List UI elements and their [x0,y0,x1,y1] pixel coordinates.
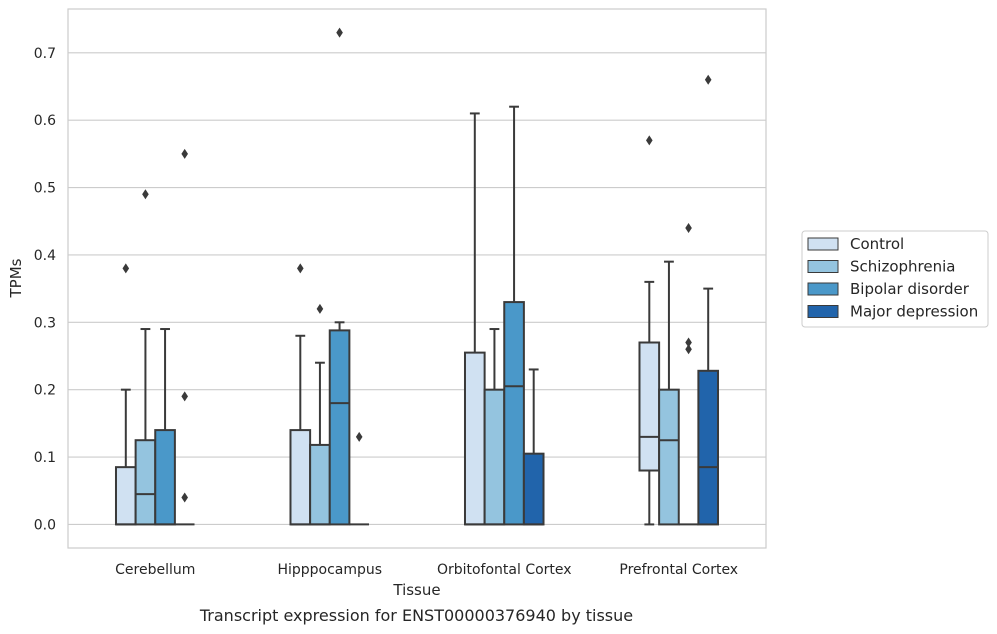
legend-swatch [807,237,839,251]
x-tick-label: Cerebellum [115,562,195,578]
y-tick-label: 0.2 [34,383,56,399]
outlier-point [336,27,343,38]
outlier-point [646,135,653,146]
box-body [328,329,351,526]
outlier-point [685,344,692,355]
box-body [463,351,486,526]
outlier-point [316,303,324,314]
x-tick-label: Orbitofontal Cortex [437,562,572,578]
box-body [309,443,331,526]
outlier-point [142,189,149,200]
legend-swatch [807,282,839,296]
box-body [289,429,312,526]
box-bipolar-disorder [328,27,351,526]
y-tick-label: 0.5 [34,181,56,197]
outlier-point [704,74,712,85]
outlier-point [181,492,188,503]
legend: Control Schizophrenia Bipolar disorder Majo… [801,230,989,328]
y-axis-ticks: 0.0 0.1 0.2 0.3 0.4 0.5 0.6 0.7 [34,46,56,534]
box-major-depression [522,368,545,526]
outlier-point [355,431,363,442]
legend-label: Schizophrenia [850,258,955,276]
box-control [289,263,312,526]
box-major-depression [697,74,720,526]
box-control [114,263,137,526]
box-body [697,369,720,526]
legend-label: Major depression [850,303,978,321]
y-axis-label: TPMs [7,258,25,298]
box-major-depression [349,431,370,526]
legend-label: Control [850,235,904,253]
box-schizophrenia [134,189,157,526]
box-bipolar-disorder [154,328,176,526]
outlier-point [685,222,692,233]
box-schizophrenia [658,260,680,526]
outlier-point [685,337,692,348]
box-body [483,388,506,526]
box-body [154,429,176,526]
box-control [638,135,661,526]
legend-swatch [807,305,839,318]
box-control [463,112,486,526]
box-body [503,301,525,526]
y-tick-label: 0.3 [34,315,56,331]
box-body [638,341,661,472]
grid-lines [68,52,766,526]
legend-frame [801,230,989,328]
box-body [114,466,137,526]
box-major-depression [174,148,195,526]
box-bipolar-disorder [503,105,525,526]
box-series [114,27,720,526]
outlier-point [181,148,188,159]
outlier-point [122,263,130,274]
x-axis-label: Tissue [392,581,440,599]
legend-label: Bipolar disorder [850,280,970,298]
outlier-point [181,391,188,402]
box-body [658,388,680,526]
box-body [134,439,157,526]
outlier-point [297,263,304,274]
plot-frame [67,8,767,549]
y-tick-label: 0.4 [34,248,56,264]
box-schizophrenia [483,328,506,526]
legend-swatch [807,260,839,273]
x-tick-label: Hipppocampus [277,562,382,578]
box-bipolar-disorder [678,222,699,526]
box-body [522,452,545,526]
y-tick-label: 0.1 [34,450,56,466]
box-schizophrenia [309,303,331,526]
y-tick-label: 0.7 [34,46,56,62]
x-tick-label: Prefrontal Cortex [619,562,738,578]
y-tick-label: 0.0 [34,517,56,533]
chart-caption: Transcript expression for ENST0000037694… [199,606,634,625]
y-tick-label: 0.6 [34,113,56,129]
x-axis-ticks: Cerebellum Hipppocampus Orbitofontal Corte… [115,562,738,578]
